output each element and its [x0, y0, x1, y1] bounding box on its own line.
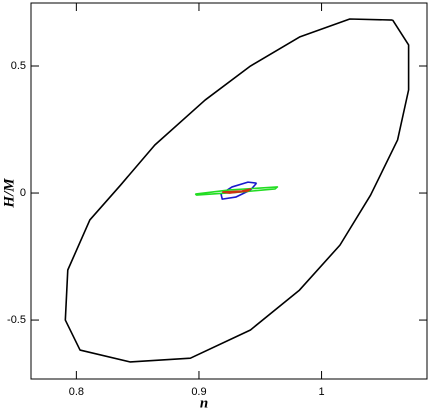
y-tick-label: -0.5	[7, 314, 26, 326]
plot-frame	[30, 2, 428, 380]
y-tick-label: 0.5	[11, 60, 26, 72]
x-tick-label: 1	[319, 386, 325, 398]
y-tick-label: 0	[20, 187, 26, 199]
x-tick-label: 0.8	[69, 386, 84, 398]
contour-line	[64, 18, 410, 363]
contour-line	[194, 186, 279, 196]
x-axis-title: n	[200, 395, 208, 411]
y-axis-title: H/M	[1, 178, 17, 209]
x-tick-label: 0.9	[191, 386, 206, 398]
contour-line	[222, 188, 252, 194]
